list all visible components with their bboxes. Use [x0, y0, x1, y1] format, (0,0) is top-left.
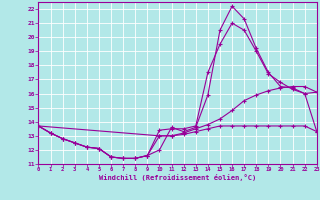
X-axis label: Windchill (Refroidissement éolien,°C): Windchill (Refroidissement éolien,°C): [99, 174, 256, 181]
